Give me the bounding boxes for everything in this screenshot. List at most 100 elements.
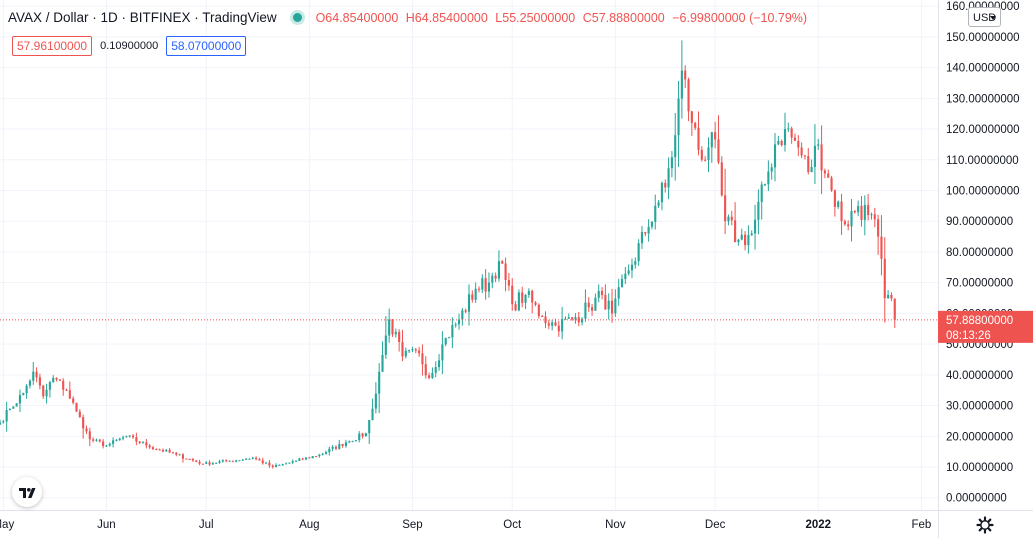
candle-body: [581, 318, 584, 323]
candle-body: [837, 201, 840, 207]
candle-body: [657, 202, 660, 206]
candle-body: [813, 145, 816, 167]
tradingview-logo-icon[interactable]: [12, 477, 42, 507]
x-tick-label: Jun: [97, 519, 116, 531]
currency-label: USD: [973, 12, 997, 24]
candle-body: [191, 459, 194, 461]
candle-body: [418, 350, 421, 354]
candle-body: [457, 319, 461, 325]
candle-body: [105, 445, 108, 447]
buy-price-button[interactable]: 58.07000000: [166, 36, 247, 56]
candle-body: [161, 449, 165, 452]
sell-price-button[interactable]: 57.96100000: [12, 36, 93, 56]
candle-body: [55, 377, 58, 380]
candle-body: [887, 294, 890, 299]
candle-body: [428, 375, 431, 378]
candle-body: [797, 140, 800, 148]
gear-icon[interactable]: [975, 515, 995, 535]
candle-body: [863, 204, 866, 220]
candle-body: [58, 379, 61, 381]
candle-body: [654, 205, 657, 222]
candle-body: [477, 288, 481, 290]
candle-body: [118, 438, 121, 440]
candle-body: [394, 331, 397, 335]
candle-body: [521, 292, 524, 303]
candle-body: [547, 323, 550, 326]
candle-body: [251, 457, 254, 459]
candle-body: [574, 317, 577, 320]
candle-body: [600, 290, 604, 295]
candle-body: [787, 128, 790, 130]
currency-selector[interactable]: USD: [968, 7, 1001, 27]
x-tick-label: Sep: [402, 519, 422, 531]
candle-body: [195, 460, 198, 462]
candle-body: [98, 439, 101, 442]
x-tick-label: May: [0, 519, 14, 531]
candle-body: [72, 398, 75, 403]
y-tick-label: 30.00000000: [946, 401, 1013, 413]
candle-body: [411, 349, 414, 351]
candle-body: [331, 446, 334, 449]
candle-body: [714, 132, 717, 140]
candle-body: [697, 127, 700, 150]
candle-body: [604, 294, 607, 310]
candle-body: [464, 310, 467, 312]
candle-body: [0, 422, 2, 425]
candle-body: [650, 221, 654, 227]
candle-body: [684, 70, 687, 80]
candle-body: [165, 449, 168, 452]
candle-body: [511, 285, 514, 305]
candle-body: [181, 454, 185, 459]
candle-body: [474, 288, 477, 300]
candle-body: [135, 437, 138, 442]
y-tick-label: 20.00000000: [946, 431, 1013, 443]
candle-body: [597, 290, 600, 298]
candle-body: [484, 278, 487, 292]
candle-body: [215, 462, 218, 464]
symbol-title[interactable]: AVAX / Dollar · 1D · BITFINEX · TradingV…: [8, 10, 277, 25]
candle-body: [620, 278, 624, 288]
candle-body: [700, 149, 703, 160]
candle-body: [301, 458, 304, 460]
candle-body: [497, 261, 500, 279]
candle-body: [291, 461, 294, 463]
candle-body: [827, 173, 830, 178]
candle-body: [381, 354, 384, 372]
candle-body: [308, 457, 311, 459]
candle-body: [108, 443, 111, 446]
candle-body: [225, 460, 228, 462]
candle-body: [344, 442, 347, 446]
candle-body: [634, 261, 637, 265]
candle-body: [830, 177, 833, 191]
candle-body: [298, 458, 301, 461]
candle-body: [304, 457, 308, 460]
countdown-label: 08:13:26: [946, 330, 991, 342]
x-tick-label: Nov: [605, 519, 626, 531]
candle-body: [707, 147, 710, 160]
candle-body: [314, 456, 318, 458]
candle-body: [557, 325, 560, 332]
candle-body: [324, 452, 328, 454]
candle-body: [660, 182, 663, 203]
candle-body: [28, 380, 31, 386]
candle-body: [88, 431, 91, 440]
candle-body: [52, 377, 55, 383]
candle-body: [338, 443, 341, 449]
candle-body: [461, 310, 464, 320]
candle-body: [218, 461, 221, 463]
candle-body: [404, 350, 407, 357]
candle-body: [245, 458, 248, 460]
candle-body: [584, 302, 587, 319]
y-tick-label: 110.00000000: [946, 155, 1019, 167]
candle-body: [644, 232, 647, 234]
candle-body: [454, 324, 457, 326]
candle-body: [757, 201, 760, 220]
candle-body: [677, 98, 680, 136]
candle-body: [185, 458, 188, 460]
candle-body: [481, 278, 484, 290]
trade-price-boxes: 57.96100000 0.10900000 58.07000000: [12, 36, 247, 56]
candle-body: [62, 380, 65, 390]
candle-body: [248, 458, 251, 460]
